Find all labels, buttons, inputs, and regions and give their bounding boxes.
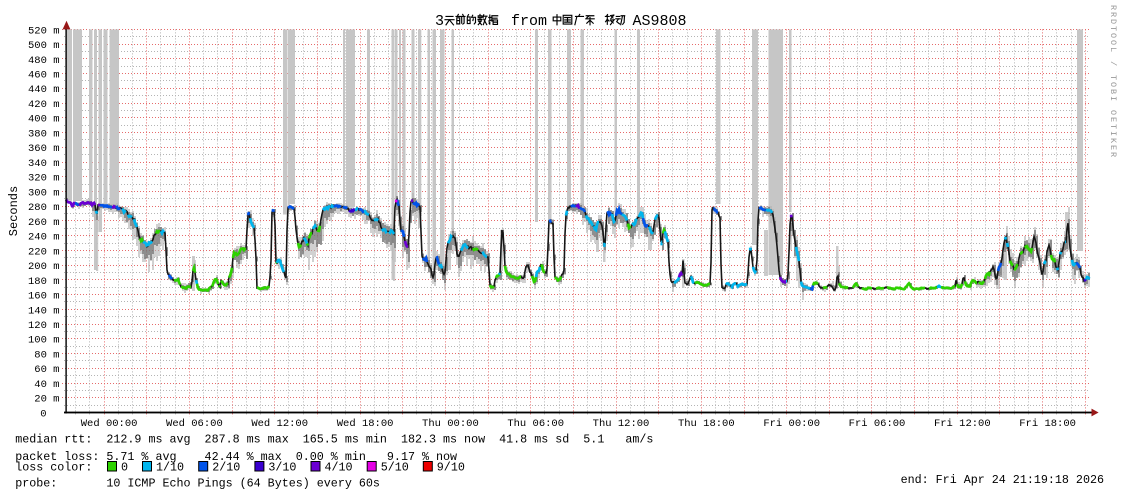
svg-text:100 m: 100 m: [28, 335, 60, 347]
svg-text:220 m: 220 m: [28, 246, 60, 258]
svg-text:380 m: 380 m: [28, 128, 60, 140]
svg-text:360 m: 360 m: [28, 143, 60, 155]
svg-text:40 m: 40 m: [34, 379, 59, 391]
svg-text:280 m: 280 m: [28, 202, 60, 214]
svg-text:Fri 18:00: Fri 18:00: [1019, 418, 1076, 430]
svg-text:0: 0: [40, 408, 46, 420]
svg-text:from: from: [511, 13, 547, 30]
svg-text:180 m: 180 m: [28, 276, 60, 288]
svg-text:20 m: 20 m: [34, 394, 59, 406]
svg-text:probe: 10 ICMP Echo Ping: probe: 10 ICMP Echo Pings (64 Bytes) eve…: [15, 476, 380, 490]
svg-text:4/10: 4/10: [325, 461, 353, 475]
svg-text:Thu 06:00: Thu 06:00: [507, 418, 564, 430]
svg-text:AS9808: AS9808: [633, 13, 687, 30]
svg-text:Thu 12:00: Thu 12:00: [593, 418, 650, 430]
svg-text:Wed 06:00: Wed 06:00: [166, 418, 223, 430]
svg-text:end: Fri Apr 24 21:19:18 2026: end: Fri Apr 24 21:19:18 2026: [901, 473, 1104, 487]
svg-text:60 m: 60 m: [34, 364, 59, 376]
svg-text:5/10: 5/10: [381, 461, 409, 475]
svg-text:300 m: 300 m: [28, 187, 60, 199]
svg-text:120 m: 120 m: [28, 320, 60, 332]
svg-text:1/10: 1/10: [156, 461, 184, 475]
svg-text:3: 3: [435, 13, 444, 30]
svg-text:320 m: 320 m: [28, 173, 60, 185]
svg-text:160 m: 160 m: [28, 291, 60, 303]
svg-text:Fri 00:00: Fri 00:00: [763, 418, 820, 430]
svg-text:median rtt: 212.9 ms avg 287: median rtt: 212.9 ms avg 287.8 ms max 16…: [15, 432, 653, 446]
svg-text:500 m: 500 m: [28, 40, 60, 52]
svg-text:140 m: 140 m: [28, 305, 60, 317]
svg-text:440 m: 440 m: [28, 84, 60, 96]
svg-text:0: 0: [121, 461, 128, 475]
svg-text:Fri 06:00: Fri 06:00: [849, 418, 906, 430]
svg-text:loss color:: loss color:: [15, 461, 92, 475]
svg-text:Wed 12:00: Wed 12:00: [251, 418, 308, 430]
svg-text:Fri 12:00: Fri 12:00: [934, 418, 991, 430]
svg-text:240 m: 240 m: [28, 232, 60, 244]
svg-text:Wed 18:00: Wed 18:00: [337, 418, 394, 430]
svg-text:260 m: 260 m: [28, 217, 60, 229]
svg-text:80 m: 80 m: [34, 350, 59, 362]
svg-text:2/10: 2/10: [212, 461, 240, 475]
svg-text:460 m: 460 m: [28, 70, 60, 82]
svg-text:Wed 00:00: Wed 00:00: [81, 418, 138, 430]
svg-text:400 m: 400 m: [28, 114, 60, 126]
svg-text:9/10: 9/10: [437, 461, 465, 475]
svg-text:RRDTOOL / TOBI OETIKER: RRDTOOL / TOBI OETIKER: [1108, 5, 1118, 159]
svg-text:420 m: 420 m: [28, 99, 60, 111]
svg-text:3/10: 3/10: [268, 461, 296, 475]
svg-text:520 m: 520 m: [28, 25, 60, 37]
svg-text:packet loss: 5.71 % avg 42.: packet loss: 5.71 % avg 42.44 % max 0.00…: [15, 450, 457, 464]
svg-text:Thu 18:00: Thu 18:00: [678, 418, 735, 430]
svg-text:480 m: 480 m: [28, 55, 60, 67]
svg-text:340 m: 340 m: [28, 158, 60, 170]
svg-text:Thu 00:00: Thu 00:00: [422, 418, 479, 430]
svg-text:200 m: 200 m: [28, 261, 60, 273]
svg-text:Seconds: Seconds: [7, 186, 21, 236]
